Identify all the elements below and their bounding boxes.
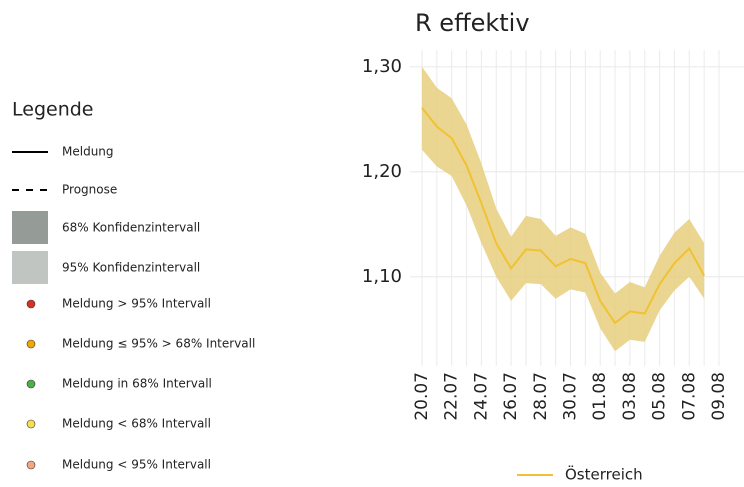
legend-label: Meldung in 68% Intervall <box>62 377 212 391</box>
legend-label: Meldung ≤ 95% > 68% Intervall <box>62 337 255 351</box>
y-tick-label: 1,10 <box>362 266 402 287</box>
x-tick-label: 28.07 <box>531 372 551 421</box>
legend-label: Österreich <box>565 465 643 484</box>
confidence-band <box>422 66 705 352</box>
x-tick-label: 09.08 <box>709 372 729 421</box>
x-tick-label: 05.08 <box>650 372 670 421</box>
y-tick-label: 1,20 <box>362 161 402 182</box>
legend-label: Meldung > 95% Intervall <box>62 297 211 311</box>
legend-symbol <box>12 251 48 284</box>
legend-label: Meldung <box>62 145 114 159</box>
x-tick-label: 07.08 <box>679 372 699 421</box>
x-tick-label: 20.07 <box>412 372 432 421</box>
legend-title: Legende <box>12 99 93 121</box>
x-tick-label: 01.08 <box>590 372 610 421</box>
legend-label: Prognose <box>62 183 117 197</box>
legend-symbol <box>26 460 36 470</box>
y-tick-label: 1,30 <box>362 56 402 77</box>
legend-symbol <box>26 379 36 389</box>
x-tick-label: 03.08 <box>620 372 640 421</box>
legend-symbol <box>26 419 36 429</box>
x-tick-label: 24.07 <box>471 372 491 421</box>
plot-background <box>410 50 744 366</box>
legend-symbol <box>26 339 36 349</box>
x-tick-label: 22.07 <box>442 372 462 421</box>
line <box>421 107 706 325</box>
legend-label: 95% Konfidenzintervall <box>62 261 200 275</box>
legend-symbol <box>26 299 36 309</box>
chart-title: R effektiv <box>415 9 530 37</box>
legend-symbol <box>12 211 48 244</box>
legend-label: 68% Konfidenzintervall <box>62 221 200 235</box>
x-tick-label: 30.07 <box>561 372 581 421</box>
legend-label: Meldung < 68% Intervall <box>62 417 211 431</box>
x-tick-label: 26.07 <box>501 372 521 421</box>
legend-label: Meldung < 95% Intervall <box>62 458 211 472</box>
